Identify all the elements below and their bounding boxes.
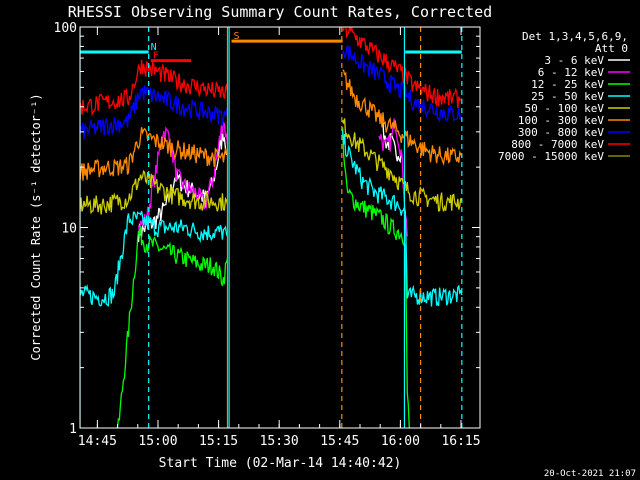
series-100-300keV [80,69,463,181]
legend-label: 25 - 50 keV [531,90,604,103]
legend-label: 100 - 300 keV [518,114,604,127]
x-tick-label: 16:00 [381,434,420,449]
series-line [80,210,229,307]
x-tick-label: 14:45 [78,434,117,449]
legend-label: 3 - 6 keV [544,54,604,67]
x-tick-label: 16:15 [441,434,480,449]
legend-label: 800 - 7000 keV [511,138,604,151]
series-800-7000keV [80,27,463,117]
legend-label: 50 - 100 keV [525,102,605,115]
series-line [80,127,229,181]
series-25-50keV [80,129,463,307]
y-axis-label: Corrected Count Rate (s⁻¹ detector⁻¹) [29,93,43,360]
series-line [116,226,229,428]
x-tick-label: 15:45 [320,434,359,449]
x-axis-label: Start Time (02-Mar-14 14:40:42) [159,456,402,471]
series-line [80,59,229,117]
series-line [341,118,463,212]
series-line [341,127,410,428]
chart-title: RHESSI Observing Summary Count Rates, Co… [68,3,492,21]
series-line [342,27,463,108]
series-line [342,69,463,166]
series-line [341,45,463,124]
footer-timestamp: 20-Oct-2021 21:07 [544,469,636,479]
series-line [80,85,229,140]
legend-header: Det 1,3,4,5,6,9, [522,30,628,43]
series-line [341,129,463,307]
x-tick-label: 15:30 [260,434,299,449]
annotation-label: F [153,51,159,62]
series-line [80,169,229,215]
x-tick-label: 15:00 [138,434,177,449]
series-12-25keV [116,127,410,428]
plot-area [80,27,463,428]
series-line [382,122,402,164]
legend-label: 7000 - 15000 keV [498,150,604,163]
series-300-800keV [80,45,463,140]
y-tick-label: 10 [61,222,77,237]
series-50-100keV [80,118,463,215]
y-tick-label: 100 [54,21,77,36]
legend-label: 300 - 800 keV [518,126,604,139]
x-tick-label: 15:15 [199,434,238,449]
axis-ticks: 14:45 15:00 15:15 15:30 15:45 16:00 16:15 1 10 10… [54,21,481,449]
legend-label: 6 - 12 keV [538,66,605,79]
annotation-label: S [234,31,240,42]
legend-label: 12 - 25 keV [531,78,604,91]
legend-header: Att 0 [595,42,628,55]
annotation-label: N [151,42,157,53]
y-tick-label: 1 [69,422,77,437]
series-line [378,118,408,237]
